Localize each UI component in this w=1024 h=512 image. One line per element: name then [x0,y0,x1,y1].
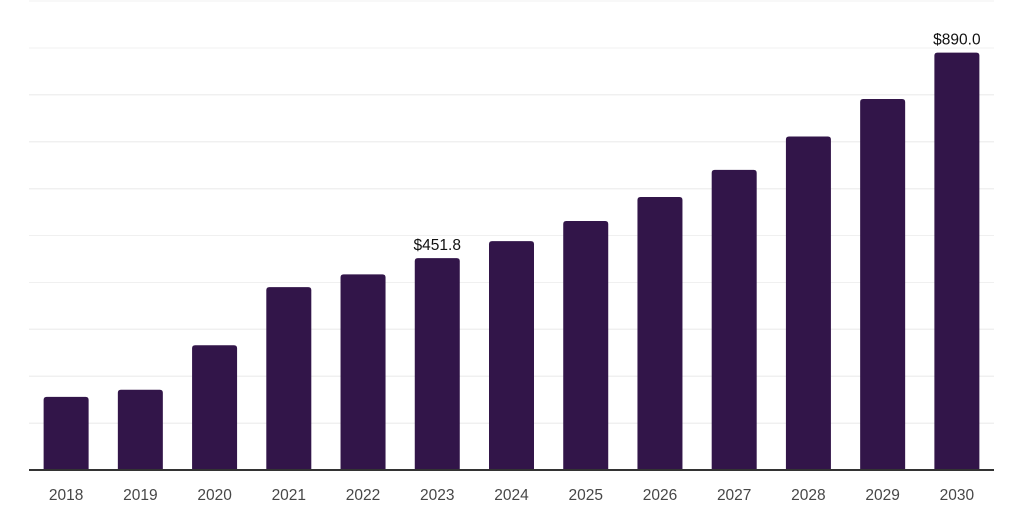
data-label-2023: $451.8 [414,237,461,254]
bar-2024 [489,241,534,470]
x-tick-label-2029: 2029 [865,487,899,504]
bar-2018 [43,396,89,470]
bar-2030 [934,52,980,471]
bar-2025 [563,220,609,470]
bar-2027 [711,169,757,470]
x-tick-label-2023: 2023 [420,487,454,504]
x-tick-label-2018: 2018 [49,487,83,504]
x-tick-label-2026: 2026 [643,487,677,504]
bar-2028 [785,136,831,470]
x-tick-label-2022: 2022 [346,487,380,504]
data-label-2030: $890.0 [933,32,981,49]
bar-2020 [192,345,238,470]
x-tick-label-2030: 2030 [940,487,975,504]
x-tick-label-2021: 2021 [272,487,306,504]
x-tick-label-2020: 2020 [197,487,232,504]
bar-2026 [637,197,683,471]
bar-2021 [266,287,312,470]
x-tick-label-2028: 2028 [791,487,825,504]
x-tick-label-2019: 2019 [123,487,157,504]
bar-2019 [117,389,163,470]
x-tick-label-2027: 2027 [717,487,751,504]
x-tick-label-2025: 2025 [568,487,602,504]
bar-2029 [860,99,906,471]
x-tick-label-2024: 2024 [494,487,529,504]
bar-2022 [340,274,386,470]
bar-2023 [414,258,460,470]
